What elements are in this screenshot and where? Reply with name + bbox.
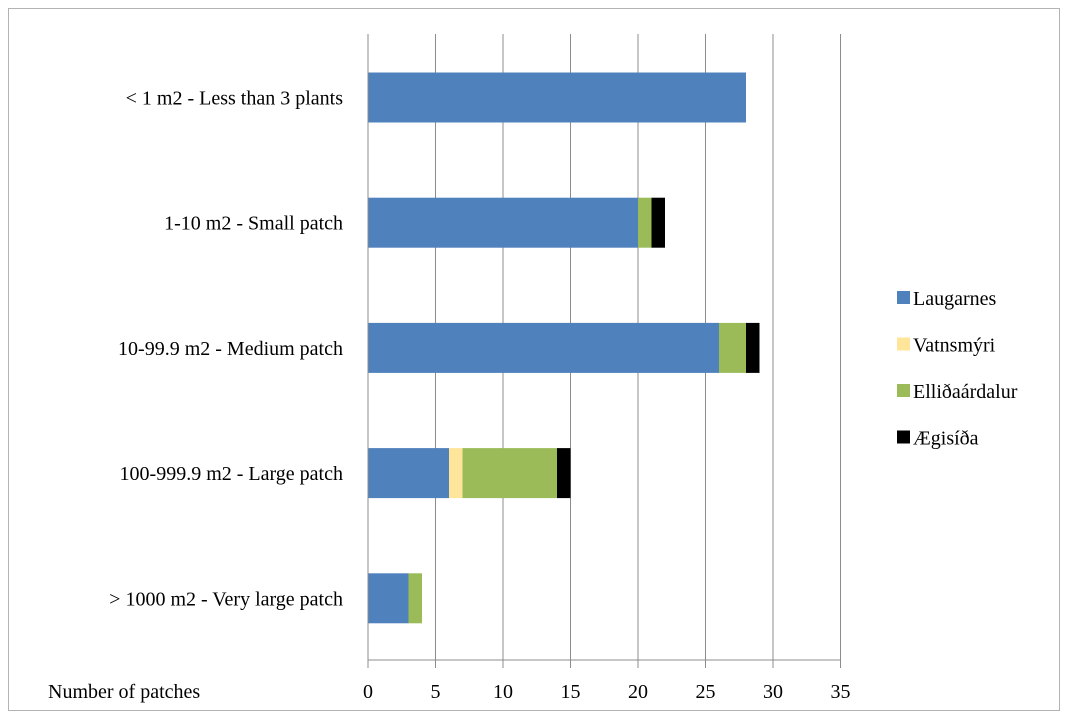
bar-segment xyxy=(368,448,449,499)
legend-swatch xyxy=(897,430,910,444)
bar-segment xyxy=(746,322,760,373)
bar-segment xyxy=(719,322,746,373)
bar-segment xyxy=(368,197,638,248)
bar-segment xyxy=(449,448,463,499)
bar-segment xyxy=(368,573,409,624)
x-axis: 0 5 10 15 20 25 30 35 xyxy=(363,34,851,703)
bar-segment xyxy=(638,197,652,248)
legend-label: Laugarnes xyxy=(913,288,997,310)
legend-swatch xyxy=(897,337,910,351)
bar-segment xyxy=(368,72,746,123)
legend-swatch xyxy=(897,384,910,397)
bar-segment xyxy=(557,448,571,499)
x-axis-title: Number of patches xyxy=(48,681,200,703)
category-label: 1-10 m2 - Small patch xyxy=(164,213,343,235)
x-tick-label: 0 xyxy=(363,681,373,703)
x-tick-label: 35 xyxy=(831,681,851,703)
legend-swatch xyxy=(897,291,910,304)
bar-segment xyxy=(651,197,665,248)
bars xyxy=(368,72,760,624)
bar-segment xyxy=(368,322,719,373)
category-label: 100-999.9 m2 - Large patch xyxy=(120,463,343,485)
category-labels: < 1 m2 - Less than 3 plants 1-10 m2 - Sma… xyxy=(109,88,343,611)
x-tick-label: 25 xyxy=(696,681,716,703)
category-label: 10-99.9 m2 - Medium patch xyxy=(118,338,343,360)
x-tick-label: 20 xyxy=(628,681,648,703)
bar-segment xyxy=(462,448,557,499)
x-tick-label: 10 xyxy=(493,681,513,703)
x-tick-label: 5 xyxy=(431,681,441,703)
x-tick-label: 15 xyxy=(561,681,581,703)
x-tick-label: 30 xyxy=(763,681,783,703)
legend: Laugarnes Vatnsmýri Elliðaárdalur Ægisíða xyxy=(897,288,1018,450)
legend-label: Ægisíða xyxy=(913,428,979,450)
category-label: < 1 m2 - Less than 3 plants xyxy=(126,88,344,110)
legend-label: Vatnsmýri xyxy=(913,335,996,357)
category-label: > 1000 m2 - Very large patch xyxy=(109,588,343,610)
legend-label: Elliðaárdalur xyxy=(913,381,1018,403)
bar-segment xyxy=(408,573,422,624)
